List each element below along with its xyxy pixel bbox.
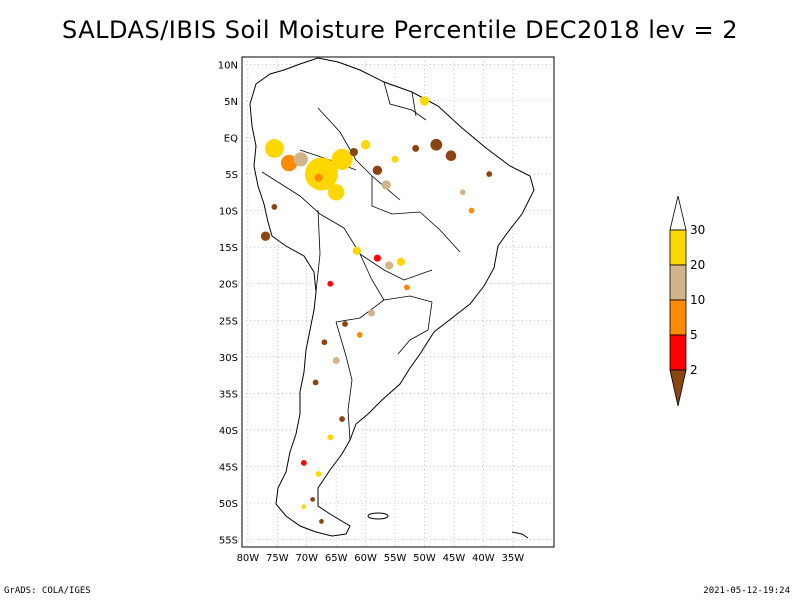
colorbar-segment: [669, 334, 687, 371]
anomaly-patch: [356, 332, 363, 338]
colorbar-segment: [669, 229, 687, 266]
anomaly-patch: [331, 148, 353, 170]
anomaly-patches: [260, 96, 493, 524]
colorbar: 2 5 10 20 30: [669, 195, 705, 407]
colorbar-bottom-arrow: [669, 369, 687, 407]
lon-tick-label: 35W: [501, 553, 524, 564]
anomaly-patch: [352, 246, 361, 255]
anomaly-patch: [319, 519, 324, 524]
anomaly-patch: [385, 261, 394, 270]
anomaly-patch: [468, 207, 475, 214]
anomaly-patch: [381, 180, 391, 190]
colorbar-level-label: 20: [690, 258, 705, 272]
colorbar-level-label: 5: [690, 328, 698, 342]
anomaly-patch: [368, 309, 376, 317]
anomaly-patch: [430, 138, 443, 151]
lon-tick-label: 75W: [266, 553, 289, 564]
lat-tick-label: 35S: [219, 389, 238, 400]
lat-tick-label: 5S: [225, 170, 238, 181]
anomaly-patch: [349, 147, 358, 157]
lat-tick-label: 55S: [219, 536, 238, 547]
south-georgia: [511, 531, 529, 539]
colorbar-top-arrow: [669, 195, 687, 231]
anomaly-patch: [339, 416, 345, 422]
anomaly-patch: [293, 152, 308, 167]
colorbar-level-label: 2: [690, 363, 698, 377]
anomaly-patch: [260, 231, 271, 241]
anomaly-patch: [315, 470, 322, 477]
anomaly-patch: [304, 157, 338, 191]
lon-tick-label: 50W: [413, 553, 436, 564]
lon-tick-label: 40W: [472, 553, 495, 564]
anomaly-patch: [314, 173, 323, 182]
anomaly-patch: [300, 459, 307, 466]
anomaly-patch: [264, 139, 284, 158]
anomaly-patch: [327, 280, 334, 287]
lon-tick-label: 55W: [384, 553, 407, 564]
lat-tick-label: 20S: [219, 280, 238, 291]
anomaly-patch: [412, 144, 420, 152]
anomaly-patch: [459, 189, 466, 196]
colorbar-level-label: 10: [690, 293, 705, 307]
anomaly-patch: [327, 434, 334, 441]
anomaly-patch: [342, 321, 348, 327]
anomaly-patch: [403, 284, 410, 291]
lon-tick-label: 70W: [295, 553, 318, 564]
lat-tick-label: 15S: [219, 243, 238, 254]
map-title: SALDAS/IBIS Soil Moisture Percentile DEC…: [62, 16, 738, 44]
anomaly-patch: [301, 504, 307, 510]
lat-tick-label: EQ: [224, 133, 238, 144]
lat-tick-label: 10N: [218, 60, 238, 71]
anomaly-patch: [372, 165, 383, 176]
anomaly-patch: [396, 257, 406, 266]
colorbar-segment: [669, 299, 687, 336]
lat-tick-label: 30S: [219, 353, 238, 364]
anomaly-patch: [332, 357, 340, 365]
footer-credit: GrADS: COLA/IGES: [4, 586, 91, 596]
lon-tick-label: 60W: [354, 553, 377, 564]
lat-tick-label: 50S: [219, 499, 238, 510]
anomaly-patch: [312, 379, 319, 386]
anomaly-patch: [280, 154, 298, 172]
lat-tick-label: 45S: [219, 463, 238, 474]
anomaly-patch: [271, 204, 278, 210]
longitude-tick-labels: 80W 75W 70W 65W 60W 55W 50W 45W 40W 35W: [237, 553, 525, 564]
anomaly-patch: [327, 184, 345, 201]
anomaly-patch: [310, 497, 316, 502]
colorbar-segment: [669, 264, 687, 301]
lat-tick-label: 10S: [219, 207, 238, 218]
footer-timestamp: 2021-05-12-19:24: [703, 586, 790, 596]
falkland-islands: [367, 512, 389, 520]
anomaly-patch: [486, 171, 493, 177]
latitude-tick-labels: 10N 5N EQ 5S 10S 15S 20S 25S 30S 35S 40S 45S 50S 55S: [218, 60, 238, 546]
lat-tick-label: 25S: [219, 316, 238, 327]
anomaly-patch: [360, 140, 371, 150]
anomaly-patch: [391, 155, 399, 163]
lat-tick-label: 40S: [219, 426, 238, 437]
lon-tick-label: 65W: [325, 553, 348, 564]
lon-tick-label: 45W: [443, 553, 466, 564]
lat-tick-label: 5N: [224, 97, 238, 108]
anomaly-patch: [373, 254, 381, 262]
colorbar-level-label: 30: [690, 223, 705, 237]
anomaly-patch: [445, 150, 457, 162]
lon-tick-label: 80W: [237, 553, 260, 564]
anomaly-patch: [419, 96, 430, 106]
anomaly-patch: [321, 339, 328, 346]
